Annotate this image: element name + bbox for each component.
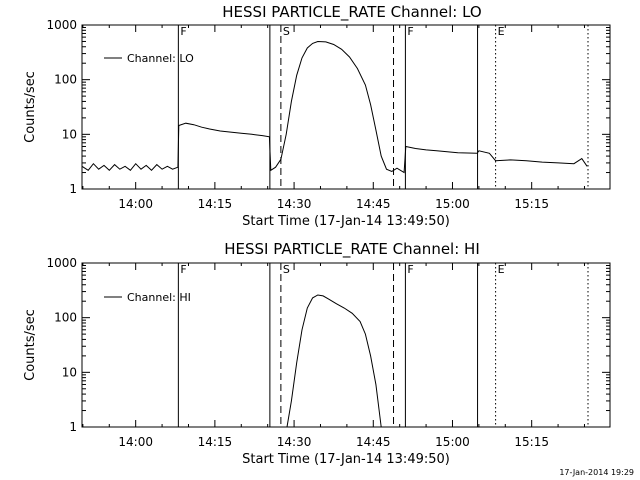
time-marker-label: F (180, 25, 186, 38)
x-tick-label: 15:00 (435, 435, 470, 449)
y-axis-label: Counts/sec (23, 71, 38, 143)
axes: 14:00 14:15 14:30 14:45 15:00 15:15 1 10 100 1000 (46, 256, 611, 449)
series-line (81, 40, 588, 174)
x-axis-label: Start Time (17-Jan-14 13:49:50) (242, 452, 450, 467)
x-tick-label: 14:45 (356, 197, 391, 211)
panel-channel-lo: HESSI PARTICLE_RATE Channel: LO Counts/s… (23, 3, 611, 229)
y-tick-label: 1000 (46, 18, 77, 32)
series-line (286, 294, 382, 428)
legend-entry-label: Channel: HI (127, 291, 191, 304)
x-tick-label: 14:30 (277, 197, 312, 211)
y-tick-label: 10 (62, 127, 77, 141)
y-tick-label: 10 (62, 365, 77, 379)
x-tick-label: 14:30 (277, 435, 312, 449)
time-marker-label: E (498, 25, 505, 38)
plot-frame (81, 24, 611, 190)
x-tick-label: 14:15 (198, 197, 233, 211)
legend-entry-label: Channel: LO (127, 52, 194, 65)
x-tick-label: 15:15 (514, 435, 549, 449)
x-tick-label: 14:00 (118, 197, 153, 211)
legend: Channel: HI (104, 291, 191, 304)
time-marker-label: E (498, 263, 505, 276)
chart-title: HESSI PARTICLE_RATE Channel: HI (224, 240, 480, 259)
x-axis-label: Start Time (17-Jan-14 13:49:50) (242, 214, 450, 229)
time-marker-label: F (407, 25, 413, 38)
chart-title: HESSI PARTICLE_RATE Channel: LO (222, 3, 481, 22)
time-marker-label: S (283, 25, 290, 38)
time-marker-label: F (407, 263, 413, 276)
x-tick-label: 15:15 (514, 197, 549, 211)
panel-channel-hi: HESSI PARTICLE_RATE Channel: HI Counts/s… (23, 240, 611, 467)
y-axis-label: Counts/sec (23, 309, 38, 381)
legend: Channel: LO (104, 52, 194, 65)
x-tick-label: 14:00 (118, 435, 153, 449)
axes: 14:00 14:15 14:30 14:45 15:00 15:15 1 10 100 1000 (46, 18, 611, 211)
series-lines (81, 40, 588, 174)
y-tick-label: 1 (69, 182, 77, 196)
time-marker-label: S (283, 263, 290, 276)
y-tick-label: 1000 (46, 256, 77, 270)
footer-timestamp: 17-Jan-2014 19:29 (559, 468, 634, 477)
x-tick-label: 14:45 (356, 435, 391, 449)
time-marker-label: F (180, 263, 186, 276)
x-tick-label: 14:15 (198, 435, 233, 449)
series-lines (286, 294, 382, 428)
y-tick-label: 100 (54, 311, 77, 325)
plot-frame (81, 262, 611, 428)
y-tick-label: 1 (69, 420, 77, 434)
y-tick-label: 100 (54, 73, 77, 87)
x-tick-label: 15:00 (435, 197, 470, 211)
